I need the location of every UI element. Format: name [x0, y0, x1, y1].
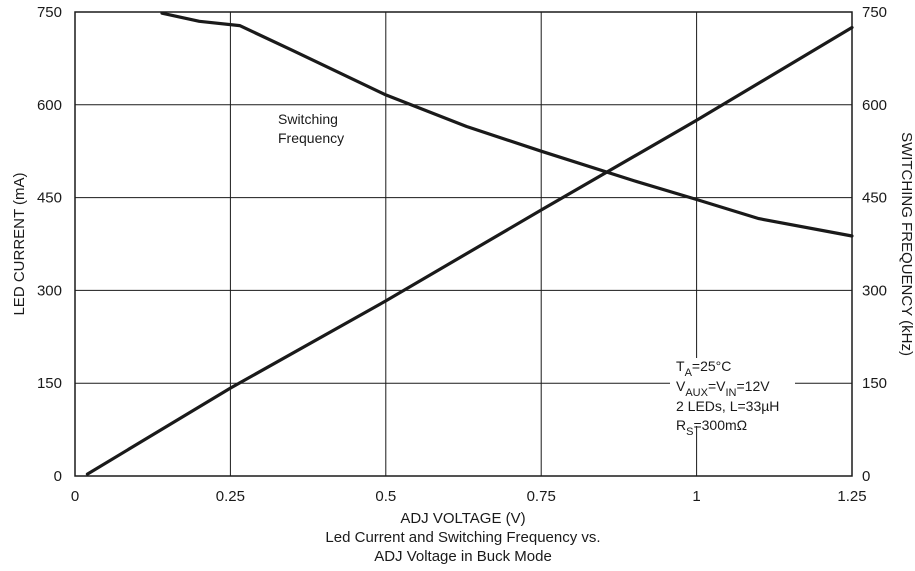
y-left-tick-label: 600 [37, 97, 62, 114]
y-right-tick-label: 750 [862, 4, 887, 21]
caption-line-1: ADJ VOLTAGE (V) [400, 510, 525, 527]
y-left-tick-labels: 0 150 300 450 600 750 [37, 4, 62, 485]
series-line-switching-frequency [160, 11, 854, 238]
series-label-line-2: Frequency [278, 130, 344, 146]
y-right-axis-title: SWITCHING FREQUENCY (kHz) [898, 132, 915, 356]
caption-line-2: Led Current and Switching Frequency vs. [325, 529, 600, 546]
x-tick-label: 0.75 [527, 488, 556, 505]
x-tick-label: 1 [692, 488, 700, 505]
y-right-tick-labels: 0 150 300 450 600 750 [862, 4, 887, 485]
y-right-tick-label: 600 [862, 97, 887, 114]
y-right-tick-label: 150 [862, 375, 887, 392]
y-left-tick-label: 300 [37, 282, 62, 299]
y-right-tick-label: 450 [862, 190, 887, 207]
y-left-tick-label: 450 [37, 190, 62, 207]
series-line-led-current [85, 25, 854, 476]
annotation-voltages: VAUX=VIN=12V [676, 378, 770, 399]
y-right-tick-label: 0 [862, 468, 870, 485]
annotation-background [670, 358, 795, 426]
series-label-line-1: Switching [278, 111, 338, 127]
y-left-tick-label: 0 [54, 468, 62, 485]
x-tick-label: 0.5 [375, 488, 396, 505]
x-tick-label: 0.25 [216, 488, 245, 505]
x-tick-label: 1.25 [837, 488, 866, 505]
annotation-rs: RS=300mΩ [676, 417, 747, 438]
plot-frame [74, 11, 853, 477]
annotation-leds: 2 LEDs, L=33µH [676, 398, 779, 414]
grid [75, 12, 852, 476]
y-left-tick-label: 150 [37, 375, 62, 392]
series-lines [85, 11, 854, 476]
caption-line-3: ADJ Voltage in Buck Mode [374, 548, 552, 565]
x-tick-labels: 0 0.25 0.5 0.75 1 1.25 [71, 488, 867, 505]
series-label-switching-frequency: Switching Frequency [278, 111, 344, 146]
y-left-tick-label: 750 [37, 4, 62, 21]
y-left-axis-title: LED CURRENT (mA) [11, 172, 28, 315]
y-right-tick-label: 300 [862, 282, 887, 299]
annotation-ta: TA=25°C [676, 358, 731, 379]
x-tick-label: 0 [71, 488, 79, 505]
